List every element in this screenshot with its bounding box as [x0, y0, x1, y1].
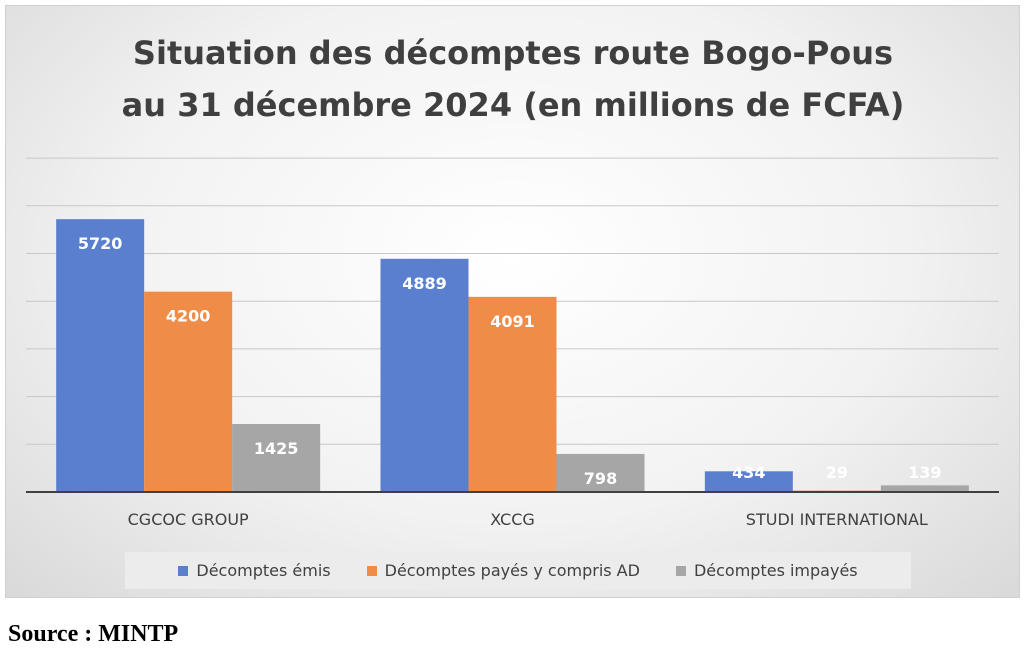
bar-2-series-1	[380, 258, 469, 492]
data-label-3-series-3: 139	[908, 463, 941, 482]
data-label-3-series-2: 29	[826, 463, 848, 482]
category-label-2: XCCG	[490, 510, 535, 529]
bars	[56, 219, 969, 492]
legend-item-series-2: Décomptes payés y compris AD	[366, 561, 640, 580]
bar-1-series-2	[144, 291, 233, 492]
legend-item-series-3: Décomptes impayés	[675, 561, 858, 580]
legend-swatch-series-1	[178, 565, 189, 576]
legend-swatch-series-2	[366, 565, 377, 576]
category-label-1: CGCOC GROUP	[128, 510, 249, 529]
data-label-2-series-1: 4889	[402, 274, 447, 293]
chart-frame: Situation des décomptes route Bogo-Pous …	[5, 5, 1020, 598]
chart-title-line-1: Situation des décomptes route Bogo-Pous	[133, 34, 893, 72]
legend: Décomptes émis Décomptes payés y compris…	[125, 552, 911, 589]
legend-label-series-2: Décomptes payés y compris AD	[384, 561, 640, 580]
category-label-3: STUDI INTERNATIONAL	[746, 510, 928, 529]
data-label-2-series-2: 4091	[490, 312, 535, 331]
source-note: Source : MINTP	[8, 621, 179, 647]
data-label-1-series-3: 1425	[254, 439, 299, 458]
legend-swatch-series-3	[675, 565, 686, 576]
bar-3-series-3	[880, 485, 969, 492]
data-labels: 5720 4200 1425 4889 4091 798 434 29 139	[78, 234, 942, 488]
data-label-1-series-1: 5720	[78, 234, 123, 253]
bar-2-series-3	[556, 453, 645, 492]
bar-1-series-3	[232, 424, 321, 492]
chart-svg: Situation des décomptes route Bogo-Pous …	[26, 34, 999, 529]
data-label-3-series-1: 434	[732, 463, 765, 482]
bar-2-series-2	[468, 296, 557, 492]
legend-label-series-3: Décomptes impayés	[693, 561, 858, 580]
chart-title-line-2: au 31 décembre 2024 (en millions de FCFA…	[122, 86, 905, 124]
category-labels: CGCOC GROUP XCCG STUDI INTERNATIONAL	[128, 510, 928, 529]
data-label-1-series-2: 4200	[166, 307, 211, 326]
bar-1-series-1	[56, 219, 145, 492]
legend-label-series-1: Décomptes émis	[196, 561, 331, 580]
data-label-2-series-3: 798	[584, 469, 617, 488]
bar-3-series-1	[704, 471, 793, 492]
legend-item-series-1: Décomptes émis	[178, 561, 331, 580]
